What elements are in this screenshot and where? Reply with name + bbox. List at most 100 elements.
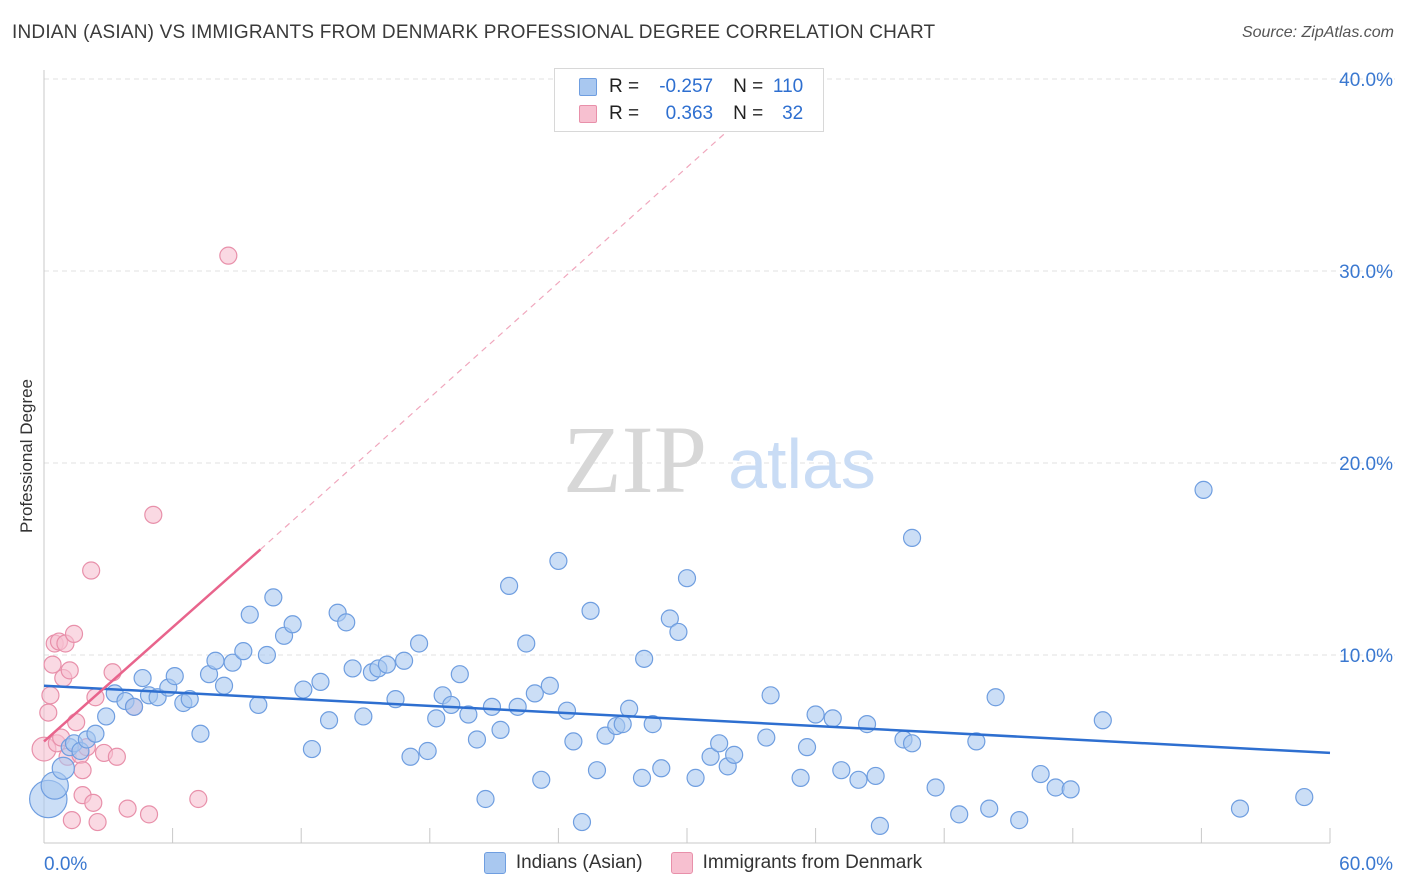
data-point-indians [643, 715, 662, 734]
data-point-indians [97, 707, 116, 726]
data-point-indians [476, 789, 495, 809]
data-point-indians [632, 768, 652, 787]
legend-item-denmark: Immigrants from Denmark [670, 852, 923, 874]
data-point-denmark [41, 686, 60, 705]
data-point-denmark [60, 661, 79, 680]
data-point-indians [540, 676, 559, 695]
data-point-indians [294, 680, 313, 699]
data-point-indians [866, 766, 885, 786]
y-tick-label: 20.0% [1339, 454, 1393, 475]
data-point-denmark [107, 747, 126, 766]
legend-swatch-denmark [579, 105, 597, 123]
data-point-denmark [144, 505, 163, 524]
data-point-denmark [219, 246, 238, 265]
data-point-indians [377, 655, 397, 674]
data-point-denmark [189, 789, 208, 809]
data-point-indians [302, 739, 322, 759]
data-point-indians [572, 812, 592, 832]
data-point-indians [133, 668, 152, 688]
data-point-indians [354, 707, 373, 726]
chart-title: INDIAN (ASIAN) VS IMMIGRANTS FROM DENMAR… [12, 22, 936, 43]
y-tick-label: 40.0% [1339, 70, 1393, 91]
data-point-indians [797, 738, 817, 757]
data-point-indians [950, 805, 969, 824]
data-point-indians [635, 649, 654, 668]
data-point-indians [652, 759, 671, 778]
data-point-denmark [103, 663, 122, 682]
data-point-indians [180, 690, 199, 709]
data-point-indians [1194, 480, 1213, 499]
data-point-indians [1061, 780, 1080, 799]
data-point-indians [51, 756, 75, 780]
legend-row-denmark: R = 0.363 N = 32 [579, 102, 803, 126]
x-tick-label: 60.0% [1339, 854, 1393, 875]
data-point-indians [491, 720, 510, 739]
data-point-indians [581, 601, 600, 620]
data-point-indians [482, 697, 502, 716]
legend-r-value: -0.257 [659, 76, 714, 97]
data-point-indians [587, 761, 607, 780]
y-axis-label: Professional Degree [17, 378, 36, 534]
legend-label-denmark: Immigrants from Denmark [702, 852, 923, 873]
legend-swatch-denmark [670, 852, 693, 874]
data-point-indians [725, 745, 744, 764]
trend-line-denmark [43, 548, 262, 743]
series-indians-points [28, 480, 1314, 835]
data-point-indians [124, 697, 144, 716]
trend-line-indians [43, 684, 1331, 755]
data-point-indians [677, 569, 697, 588]
series-legend: Indians (Asian) Immigrants from Denmark [0, 852, 1406, 874]
data-point-indians [701, 747, 720, 766]
data-point-denmark [67, 713, 86, 732]
y-tick-label: 10.0% [1339, 646, 1393, 667]
data-point-indians [264, 588, 283, 607]
x-tick-label: 0.0% [44, 854, 87, 875]
data-point-indians [832, 761, 851, 780]
data-point-denmark [62, 811, 81, 830]
data-point-indians [564, 732, 583, 751]
data-point-indians [1093, 711, 1112, 730]
data-point-indians [902, 734, 922, 753]
y-tick-label: 30.0% [1339, 262, 1393, 283]
watermark-atlas: atlas [728, 425, 876, 503]
data-point-indians [394, 651, 414, 670]
data-point-indians [191, 724, 210, 743]
legend-r-label: R = [609, 103, 640, 124]
data-point-indians [249, 695, 268, 715]
data-point-indians [206, 651, 225, 670]
data-point-indians [311, 672, 330, 691]
legend-swatch-indians [483, 852, 506, 874]
data-point-indians [467, 730, 487, 749]
data-point-indians [870, 816, 890, 835]
legend-n-label: N = [733, 76, 764, 97]
data-point-indians [427, 709, 446, 728]
data-point-indians [223, 653, 242, 672]
data-point-indians [549, 551, 568, 571]
data-point-indians [409, 634, 429, 653]
source-label: Source: ZipAtlas.com [1241, 24, 1394, 41]
data-point-indians [849, 770, 868, 789]
legend-r-label: R = [609, 76, 640, 97]
legend-swatch-indians [579, 78, 597, 96]
data-point-indians [459, 705, 478, 724]
data-point-indians [517, 634, 536, 653]
data-point-indians [806, 705, 825, 724]
data-point-indians [240, 605, 259, 624]
data-point-indians [791, 768, 810, 787]
data-point-indians [620, 699, 639, 718]
data-point-denmark [82, 561, 101, 580]
data-point-indians [525, 684, 544, 703]
data-point-indians [1295, 787, 1314, 807]
data-point-indians [165, 667, 184, 686]
data-point-indians [686, 768, 705, 787]
data-point-indians [532, 770, 551, 789]
data-point-indians [319, 711, 339, 730]
data-point-denmark [43, 655, 62, 674]
data-point-indians [508, 697, 527, 716]
data-point-indians [86, 724, 105, 743]
tick-labels: 10.0% 20.0% 30.0% 40.0% 0.0% 60.0% [44, 70, 1393, 875]
data-point-indians [823, 709, 842, 728]
data-point-indians [450, 665, 469, 684]
data-point-indians [1031, 764, 1050, 784]
